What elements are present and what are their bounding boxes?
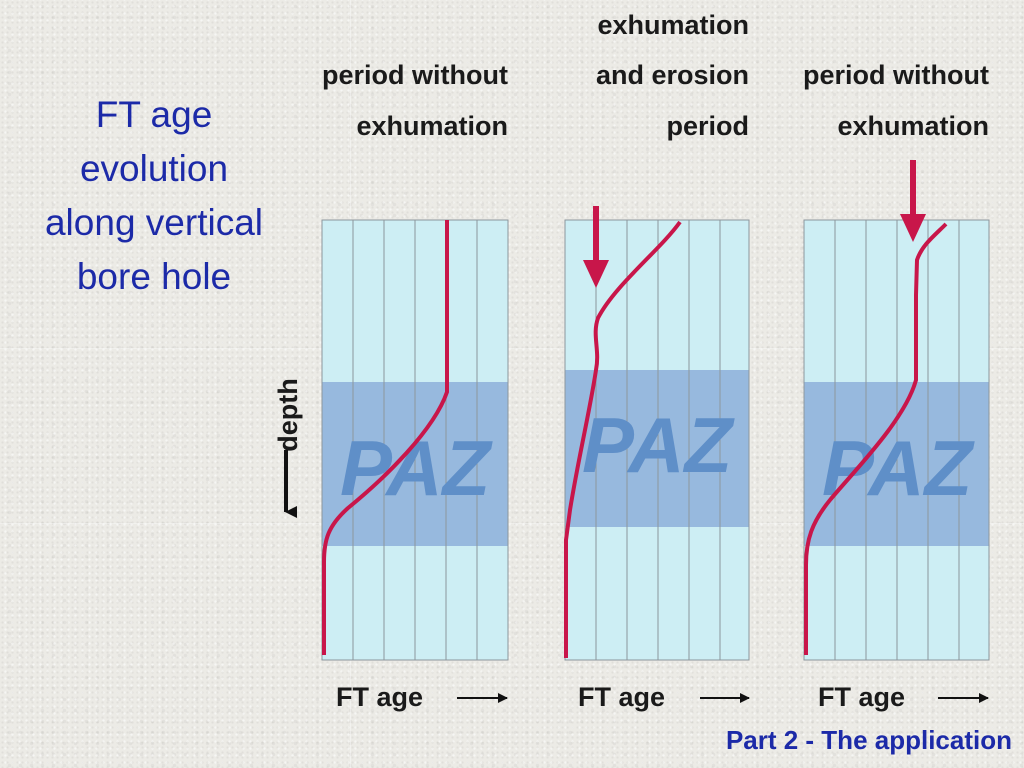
title-line: evolution <box>79 148 229 189</box>
title-line: bore hole <box>76 256 232 297</box>
panel-3-paz-label: PAZ <box>822 424 976 512</box>
panel-3-header-line: exhumation <box>837 111 989 141</box>
panel-2-paz-label: PAZ <box>582 401 736 489</box>
panel-1-paz-label: PAZ <box>340 424 494 512</box>
panel-1-grid <box>352 220 478 660</box>
depth-axis: depth <box>273 378 303 518</box>
title-line: FT age <box>95 94 213 135</box>
panel-2-header-line: and erosion <box>596 60 749 90</box>
panel-1-age-curve <box>322 220 449 655</box>
panel-3-age-curve <box>804 222 948 655</box>
panel-3-exhumation-arrowhead <box>900 214 926 242</box>
panel-1-header-line: exhumation <box>356 111 508 141</box>
depth-label: depth <box>273 378 303 452</box>
panel-2: exhumation and erosion period PAZ FT age <box>564 10 750 712</box>
panel-2-header-line: exhumation <box>597 10 749 40</box>
panel-2-axis-label: FT age <box>578 682 665 712</box>
footer-text: Part 2 - The application <box>725 725 1012 755</box>
panel-1-header-line: period without <box>322 60 508 90</box>
title-line: along vertical <box>44 202 263 243</box>
panel-3: period without exhumation PAZ FT age <box>803 60 990 712</box>
slide-title: FT age evolution along vertical bore hol… <box>8 88 300 304</box>
panel-3-header-line: period without <box>803 60 989 90</box>
panel-3-grid <box>834 220 960 660</box>
panel-1: period without exhumation PAZ FT age <box>321 60 509 712</box>
panel-2-header-line: period <box>666 111 749 141</box>
panel-3-axis-label: FT age <box>818 682 905 712</box>
panel-2-grid <box>595 220 721 660</box>
panel-2-age-curve <box>564 220 682 658</box>
panel-2-exhumation-arrowhead <box>583 260 609 288</box>
panel-1-axis-label: FT age <box>336 682 423 712</box>
